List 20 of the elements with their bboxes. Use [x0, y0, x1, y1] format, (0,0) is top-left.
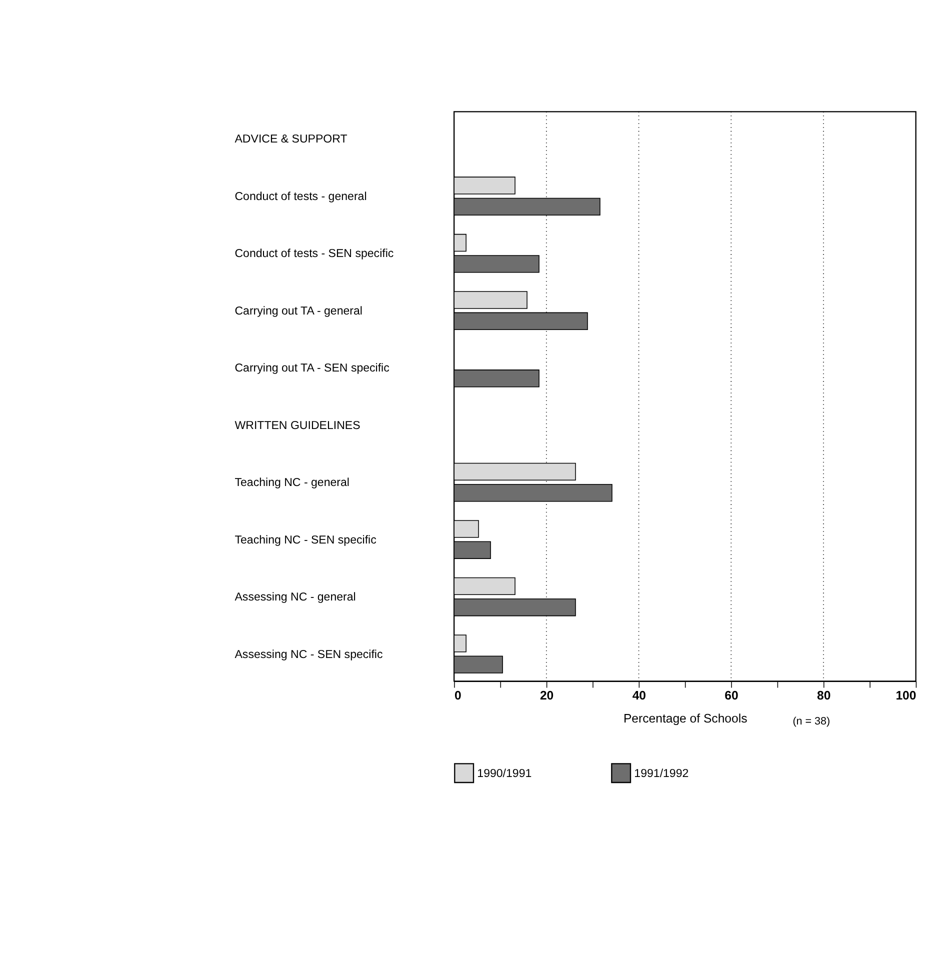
- y-tick-label: Carrying out TA - SEN specific: [234, 362, 390, 375]
- x-tick-label: 100: [896, 688, 916, 702]
- y-tick-label: Teaching NC - SEN specific: [234, 534, 377, 546]
- y-tick-label: Carrying out TA - general: [234, 305, 362, 318]
- x-axis-title: Percentage of Schools: [623, 711, 748, 726]
- legend-label: 1991/1992: [634, 768, 689, 780]
- y-tick-label: Assessing NC - general: [234, 592, 356, 604]
- y-tick-label: Conduct of tests - general: [234, 190, 367, 203]
- y-tick-label: Assessing NC - SEN specific: [234, 648, 383, 661]
- x-tick-label: 20: [540, 688, 554, 702]
- y-tick-label: WRITTEN GUIDELINES: [234, 420, 361, 432]
- x-tick-label: 40: [632, 688, 646, 702]
- y-tick-label: ADVICE & SUPPORT: [234, 134, 348, 146]
- x-tick-label: 0: [454, 688, 462, 702]
- text: (n = 38): [792, 715, 830, 728]
- x-tick-label: 80: [817, 688, 831, 702]
- x-tick-label: 60: [724, 688, 739, 702]
- y-tick-label: Conduct of tests - SEN specific: [234, 248, 394, 260]
- y-tick-label: Teaching NC - general: [234, 477, 350, 490]
- legend-label: 1990/1991: [477, 768, 532, 780]
